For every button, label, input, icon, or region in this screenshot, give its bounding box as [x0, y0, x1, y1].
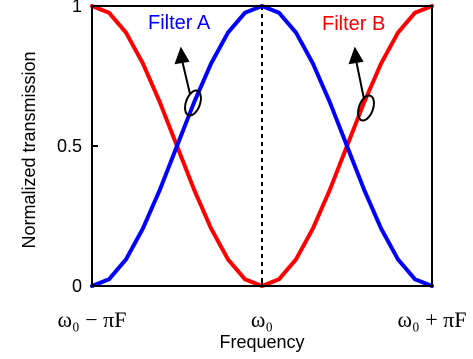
data-point — [210, 63, 212, 65]
data-point — [363, 189, 365, 191]
series-label-filter-b: Filter B — [322, 13, 385, 35]
annotation-filter-a — [174, 46, 202, 117]
data-point — [363, 102, 365, 104]
data-point — [278, 278, 280, 280]
data-point — [159, 189, 161, 191]
data-point — [91, 285, 93, 287]
data-point — [431, 5, 433, 7]
data-point — [227, 259, 229, 261]
data-point — [431, 285, 433, 287]
data-point — [329, 102, 331, 104]
data-point — [397, 259, 399, 261]
annotation-ellipse-a — [184, 89, 202, 117]
data-point — [142, 63, 144, 65]
annotation-ellipse-b — [357, 94, 375, 122]
data-point — [125, 32, 127, 34]
data-point — [295, 32, 297, 34]
data-point — [414, 12, 416, 14]
data-point — [193, 102, 195, 104]
y-axis-title: Normalized transmission — [19, 51, 39, 248]
data-point — [176, 145, 178, 147]
x-tick-label: ω₀ − πF — [58, 307, 127, 332]
data-point — [108, 278, 110, 280]
x-tick-label: ω₀ + πF — [398, 307, 467, 332]
y-tick-label: 0.5 — [57, 136, 82, 156]
data-point — [329, 189, 331, 191]
data-point — [380, 63, 382, 65]
data-point — [278, 12, 280, 14]
data-point — [159, 102, 161, 104]
data-point — [397, 32, 399, 34]
data-point — [91, 5, 93, 7]
annotation-arrow-b — [355, 59, 365, 100]
data-point — [312, 227, 314, 229]
annotation-filter-b — [348, 46, 375, 122]
arrowhead-a — [174, 46, 190, 65]
x-axis-title: Frequency — [219, 332, 304, 352]
data-point — [261, 285, 263, 287]
data-point — [193, 189, 195, 191]
data-point — [244, 12, 246, 14]
x-tick-label: ω₀ — [251, 307, 273, 332]
data-point — [244, 278, 246, 280]
arrowhead-b — [348, 46, 364, 65]
data-point — [142, 227, 144, 229]
data-point — [261, 5, 263, 7]
data-point — [414, 278, 416, 280]
y-tick-label: 1 — [72, 0, 82, 16]
data-point — [227, 32, 229, 34]
annotation-arrow-a — [181, 59, 191, 95]
axis-ticks: 0 0.5 1 ω₀ − πF ω₀ ω₀ + πF — [57, 0, 466, 332]
series-label-filter-a: Filter A — [148, 12, 211, 34]
data-point — [108, 12, 110, 14]
data-point — [380, 227, 382, 229]
y-tick-label: 0 — [72, 276, 82, 296]
data-point — [295, 259, 297, 261]
data-point — [210, 227, 212, 229]
data-point — [312, 63, 314, 65]
data-point — [125, 259, 127, 261]
data-point — [346, 145, 348, 147]
